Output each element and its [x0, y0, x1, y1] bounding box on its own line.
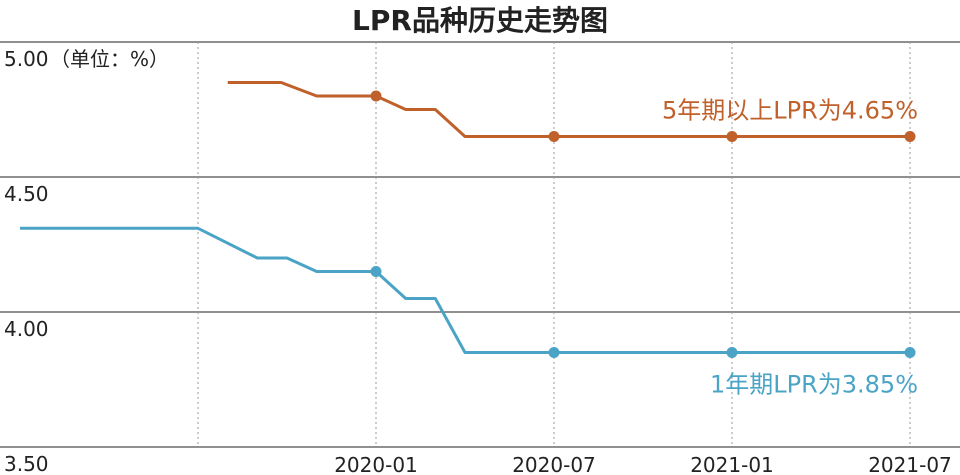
- series-line-1: [227, 81, 910, 138]
- x-tick-label: 2020-07: [512, 453, 596, 475]
- data-point: [370, 266, 382, 277]
- y-tick-label: 5.00: [4, 47, 49, 71]
- data-point: [370, 90, 382, 102]
- y-tick-label: 4.50: [4, 182, 49, 206]
- data-point: [548, 131, 560, 142]
- labels-group: 5.00 4.50 4.00 3.50 （单位：%） 2020-01 2020-07 2021…: [4, 47, 952, 475]
- data-point: [726, 347, 738, 358]
- series-group: [20, 81, 916, 358]
- chart-title: LPR品种历史走势图: [352, 4, 608, 37]
- series-line-2: [20, 226, 910, 354]
- x-tick-label: 2020-01: [334, 453, 418, 475]
- data-point: [904, 347, 916, 358]
- y-tick-label: 4.00: [4, 317, 49, 341]
- data-point: [548, 347, 560, 358]
- series-label-2: 1年期LPR为3.85%: [710, 371, 918, 399]
- unit-label: （单位：%）: [50, 47, 169, 71]
- x-tick-label: 2021-01: [690, 453, 774, 475]
- grid: [0, 41, 960, 448]
- data-point: [904, 131, 916, 142]
- series-label-1: 5年期以上LPR为4.65%: [662, 97, 918, 125]
- y-tick-label: 3.50: [4, 452, 49, 475]
- x-tick-label: 2021-07: [868, 453, 952, 475]
- data-point: [726, 131, 738, 142]
